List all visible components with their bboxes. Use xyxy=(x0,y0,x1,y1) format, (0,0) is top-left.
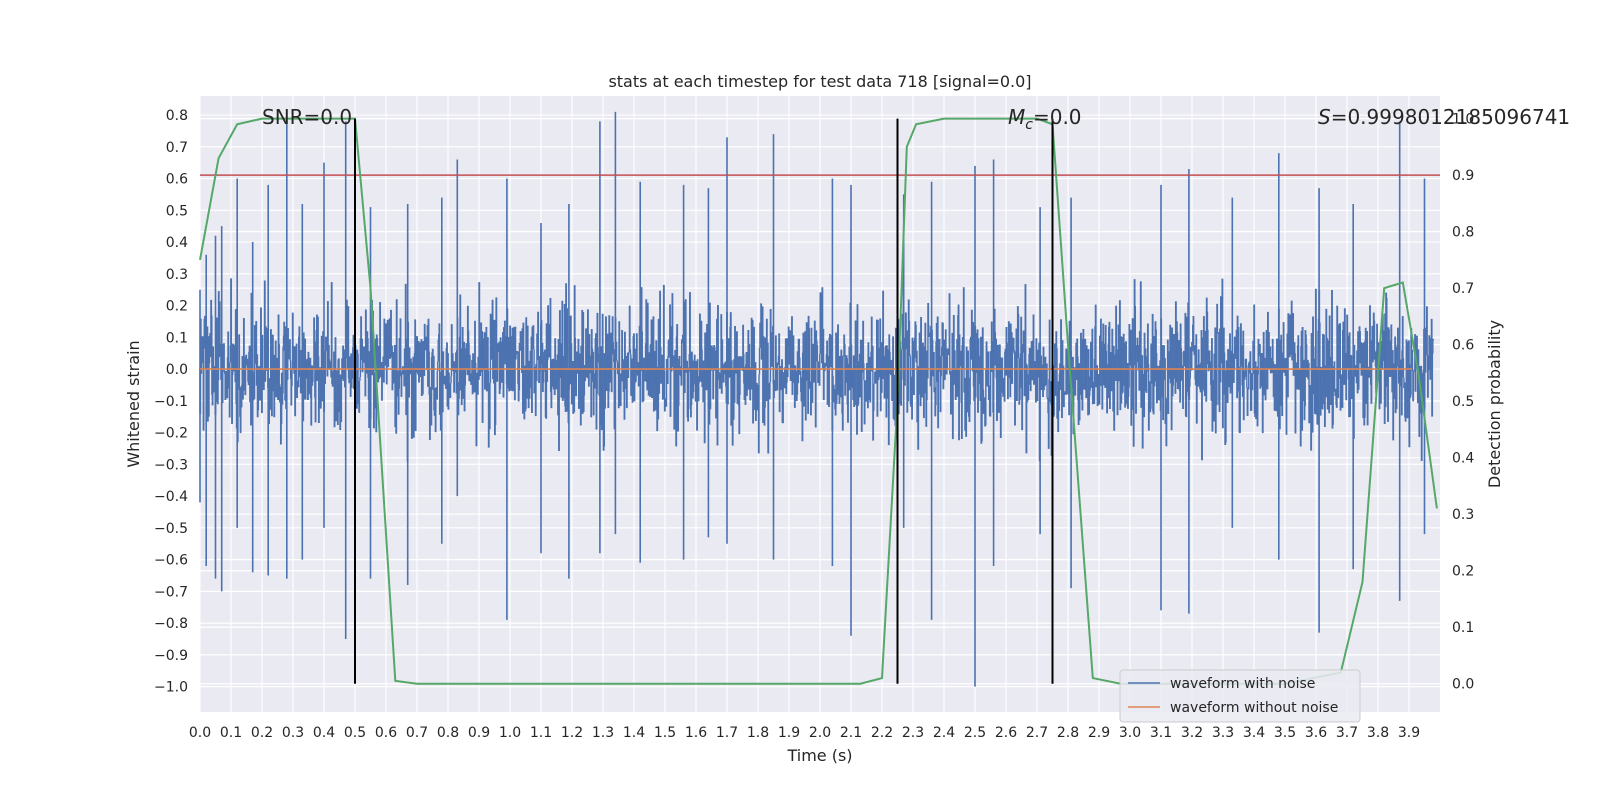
y2-tick-label: 0.0 xyxy=(1452,677,1474,693)
y-tick-label: 0.1 xyxy=(166,330,188,346)
x-tick-label: 0.2 xyxy=(251,725,273,741)
x-tick-label: 0.4 xyxy=(313,725,335,741)
x-tick-label: 2.2 xyxy=(871,725,893,741)
y2-tick-label: 0.6 xyxy=(1452,338,1474,354)
x-tick-label: 3.8 xyxy=(1367,725,1389,741)
x-tick-label: 0.3 xyxy=(282,725,304,741)
x-tick-label: 3.9 xyxy=(1398,725,1420,741)
x-tick-label: 0.0 xyxy=(189,725,211,741)
y2-axis-label: Detection probability xyxy=(1485,320,1504,488)
mc-subscript: c xyxy=(1025,117,1033,133)
legend-label-clean: waveform without noise xyxy=(1170,700,1338,716)
x-tick-label: 2.0 xyxy=(809,725,831,741)
y-axis-label: Whitened strain xyxy=(124,340,143,467)
x-tick-label: 2.3 xyxy=(902,725,924,741)
x-tick-label: 0.6 xyxy=(375,725,397,741)
x-tick-label: 1.1 xyxy=(530,725,552,741)
y2-tick-label: 0.8 xyxy=(1452,225,1474,241)
x-tick-label: 0.9 xyxy=(468,725,490,741)
mc-symbol: M xyxy=(1008,105,1025,129)
y-tick-label: 0.4 xyxy=(166,235,188,251)
x-tick-label: 0.5 xyxy=(344,725,366,741)
x-tick-label: 3.3 xyxy=(1212,725,1234,741)
y2-tick-label: 0.7 xyxy=(1452,281,1474,297)
y-tick-label: −1.0 xyxy=(154,680,188,696)
x-tick-label: 2.8 xyxy=(1057,725,1079,741)
y-tick-label: −0.8 xyxy=(154,616,188,632)
y2-tick-label: 1.0 xyxy=(1452,112,1474,128)
y-tick-label: 0.0 xyxy=(166,362,188,378)
x-tick-label: 3.7 xyxy=(1336,725,1358,741)
mc-annotation: Mc=0.0 xyxy=(1008,105,1082,133)
y-tick-labels: 0.8 0.7 0.6 0.5 0.4 0.3 0.2 0.1 0.0 −0.1 −0.2 −0.3 −… xyxy=(154,108,188,696)
y2-tick-label: 0.3 xyxy=(1452,507,1474,523)
y-tick-label: −0.5 xyxy=(154,521,188,537)
y-tick-label: 0.3 xyxy=(166,267,188,283)
y2-tick-labels: 1.0 0.9 0.8 0.7 0.6 0.5 0.4 0.3 0.2 0.1 0.0 xyxy=(1452,112,1474,693)
chart-title: stats at each timestep for test data 718… xyxy=(608,72,1031,91)
x-tick-label: 1.8 xyxy=(747,725,769,741)
legend-label-noise: waveform with noise xyxy=(1170,676,1315,692)
x-tick-labels: 0.0 0.1 0.2 0.3 0.4 0.5 0.6 0.7 0.8 0.9 1.0 1.1 1.2 1… xyxy=(189,725,1420,741)
y2-tick-label: 0.1 xyxy=(1452,620,1474,636)
y2-tick-label: 0.9 xyxy=(1452,168,1474,184)
x-tick-label: 1.0 xyxy=(499,725,521,741)
y-tick-label: 0.2 xyxy=(166,299,188,315)
x-tick-label: 1.5 xyxy=(654,725,676,741)
legend-box xyxy=(1119,669,1361,723)
noise-series xyxy=(199,111,1435,687)
x-tick-label: 2.9 xyxy=(1088,725,1110,741)
x-tick-label: 2.5 xyxy=(964,725,986,741)
legend: waveform with noise waveform without noi… xyxy=(1119,669,1361,723)
s-symbol: S xyxy=(1318,105,1331,129)
x-tick-label: 2.1 xyxy=(840,725,862,741)
x-tick-label: 1.6 xyxy=(685,725,707,741)
y2-tick-label: 0.4 xyxy=(1452,451,1474,467)
x-tick-label: 2.7 xyxy=(1026,725,1048,741)
y-tick-label: −0.1 xyxy=(154,394,188,410)
mc-value: =0.0 xyxy=(1033,105,1082,129)
y-tick-label: −0.4 xyxy=(154,489,188,505)
y-tick-label: 0.8 xyxy=(166,108,188,124)
x-tick-label: 2.4 xyxy=(933,725,955,741)
x-tick-label: 3.6 xyxy=(1305,725,1327,741)
x-tick-label: 1.4 xyxy=(623,725,645,741)
x-tick-label: 0.8 xyxy=(437,725,459,741)
x-tick-label: 3.5 xyxy=(1274,725,1296,741)
x-tick-label: 0.1 xyxy=(220,725,242,741)
y-tick-label: −0.2 xyxy=(154,426,188,442)
y-tick-label: 0.5 xyxy=(166,203,188,219)
y-tick-label: −0.9 xyxy=(154,648,188,664)
x-tick-label: 3.0 xyxy=(1119,725,1141,741)
x-tick-label: 1.2 xyxy=(561,725,583,741)
x-tick-label: 1.7 xyxy=(716,725,738,741)
y2-tick-label: 0.5 xyxy=(1452,394,1474,410)
y-tick-label: 0.7 xyxy=(166,140,188,156)
s-annotation: S=0.9998012185096741 xyxy=(1318,105,1570,129)
x-axis-label: Time (s) xyxy=(786,746,852,765)
s-value: =0.9998012185096741 xyxy=(1331,105,1570,129)
x-tick-label: 3.1 xyxy=(1150,725,1172,741)
x-tick-label: 3.2 xyxy=(1181,725,1203,741)
y-tick-label: −0.6 xyxy=(154,553,188,569)
x-tick-label: 3.4 xyxy=(1243,725,1265,741)
y-tick-label: −0.3 xyxy=(154,457,188,473)
x-tick-label: 2.6 xyxy=(995,725,1017,741)
y-tick-label: −0.7 xyxy=(154,584,188,600)
snr-annotation: SNR=0.0 xyxy=(262,105,352,129)
x-tick-label: 1.3 xyxy=(592,725,614,741)
y2-tick-label: 0.2 xyxy=(1452,564,1474,580)
x-tick-label: 1.9 xyxy=(778,725,800,741)
y-tick-label: 0.6 xyxy=(166,172,188,188)
x-tick-label: 0.7 xyxy=(406,725,428,741)
